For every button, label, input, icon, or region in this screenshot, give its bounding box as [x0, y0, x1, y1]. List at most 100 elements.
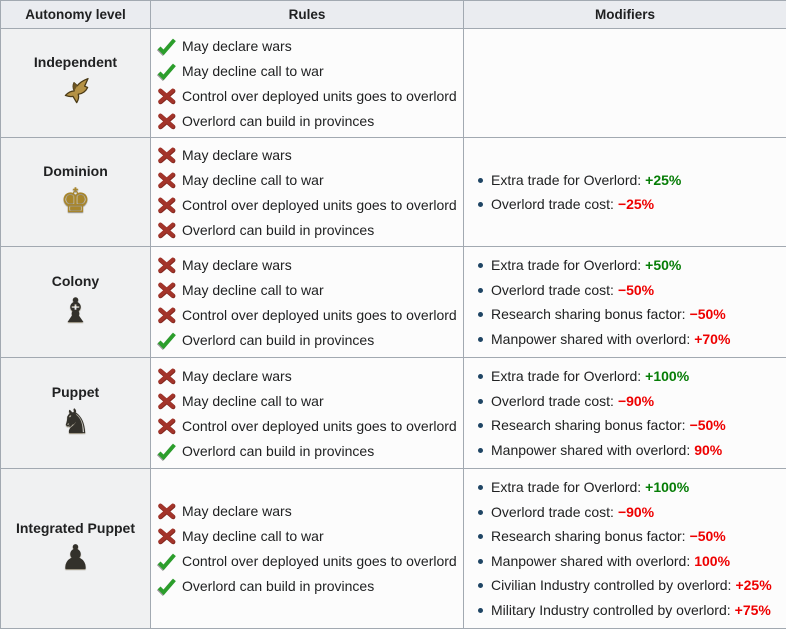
check-icon	[156, 330, 177, 350]
rule-text: May declare wars	[182, 503, 292, 519]
modifier-label: Extra trade for Overlord:	[491, 172, 641, 188]
modifier-item: Military Industry controlled by overlord…	[477, 598, 782, 623]
modifiers-cell: Extra trade for Overlord:+100% Overlord …	[464, 469, 786, 629]
modifiers-cell: Extra trade for Overlord:+100% Overlord …	[464, 358, 786, 469]
autonomy-level-name: Puppet	[52, 384, 99, 400]
rule-text: May decline call to war	[182, 528, 324, 544]
check-icon	[156, 441, 177, 461]
modifier-item: Overlord trade cost:−50%	[477, 278, 782, 303]
rule-text: May decline call to war	[182, 393, 324, 409]
modifier-label: Extra trade for Overlord:	[491, 479, 641, 495]
modifier-value: +70%	[694, 331, 730, 347]
cross-icon	[156, 366, 177, 386]
cross-icon	[156, 145, 177, 165]
table-row: Integrated Puppet ♟ May declare wars May…	[1, 469, 786, 629]
chess-bishop-icon: ♝	[60, 291, 90, 331]
cross-icon	[156, 170, 177, 190]
rule-text: Overlord can build in provinces	[182, 578, 374, 594]
rule-line: Control over deployed units goes to over…	[156, 549, 459, 574]
modifier-label: Overlord trade cost:	[491, 504, 614, 520]
modifier-value: +100%	[645, 479, 689, 495]
rule-line: May decline call to war	[156, 277, 459, 302]
modifier-item: Overlord trade cost:−90%	[477, 500, 782, 525]
cross-icon	[156, 391, 177, 411]
check-icon	[156, 551, 177, 571]
modifier-label: Manpower shared with overlord:	[491, 442, 690, 458]
check-icon	[156, 36, 177, 56]
column-header-autonomy-level: Autonomy level	[1, 1, 151, 29]
cross-icon	[156, 255, 177, 275]
modifier-item: Extra trade for Overlord:+100%	[477, 364, 782, 389]
modifier-value: −90%	[618, 393, 654, 409]
rule-text: May declare wars	[182, 38, 292, 54]
rule-line: May declare wars	[156, 499, 459, 524]
modifier-label: Overlord trade cost:	[491, 196, 614, 212]
rule-line: Overlord can build in provinces	[156, 574, 459, 599]
modifier-value: −50%	[618, 282, 654, 298]
rules-cell: May declare wars May decline call to war…	[151, 469, 464, 629]
rule-line: May declare wars	[156, 142, 459, 167]
cross-icon	[156, 220, 177, 240]
modifier-value: +50%	[645, 257, 681, 273]
cross-icon	[156, 501, 177, 521]
autonomy-level-cell: Colony ♝	[1, 247, 151, 358]
column-header-rules: Rules	[151, 1, 464, 29]
modifier-value: 90%	[694, 442, 722, 458]
rule-line: May decline call to war	[156, 58, 459, 83]
rule-text: May decline call to war	[182, 282, 324, 298]
modifier-label: Research sharing bonus factor:	[491, 528, 686, 544]
rule-text: May declare wars	[182, 257, 292, 273]
modifier-item: Manpower shared with overlord:100%	[477, 549, 782, 574]
autonomy-level-name: Colony	[52, 273, 99, 289]
modifier-label: Overlord trade cost:	[491, 393, 614, 409]
autonomy-level-cell: Independent	[1, 29, 151, 138]
rule-text: Control over deployed units goes to over…	[182, 197, 457, 213]
rule-line: May decline call to war	[156, 167, 459, 192]
rule-line: May decline call to war	[156, 388, 459, 413]
chess-pawn-icon: ♟	[60, 538, 90, 578]
modifier-value: +25%	[645, 172, 681, 188]
rule-text: Overlord can build in provinces	[182, 443, 374, 459]
modifier-value: +25%	[735, 577, 771, 593]
rule-line: May declare wars	[156, 33, 459, 58]
rule-line: Overlord can build in provinces	[156, 217, 459, 242]
modifier-item: Research sharing bonus factor:−50%	[477, 413, 782, 438]
autonomy-level-name: Dominion	[43, 163, 108, 179]
modifier-value: −50%	[690, 528, 726, 544]
modifier-item: Civilian Industry controlled by overlord…	[477, 573, 782, 598]
autonomy-level-cell: Puppet ♞	[1, 358, 151, 469]
cross-icon	[156, 526, 177, 546]
rule-text: Overlord can build in provinces	[182, 113, 374, 129]
table-header-row: Autonomy level Rules Modifiers	[1, 1, 786, 29]
modifier-list: Extra trade for Overlord:+100% Overlord …	[477, 364, 782, 462]
table-body: Independent May declare wars May decline…	[1, 29, 786, 629]
table-row: Puppet ♞ May declare wars May decline ca…	[1, 358, 786, 469]
rule-line: Control over deployed units goes to over…	[156, 192, 459, 217]
modifier-label: Civilian Industry controlled by overlord…	[491, 577, 731, 593]
rule-text: May decline call to war	[182, 63, 324, 79]
rule-text: Overlord can build in provinces	[182, 332, 374, 348]
rule-text: Overlord can build in provinces	[182, 222, 374, 238]
cross-icon	[156, 195, 177, 215]
modifier-label: Military Industry controlled by overlord…	[491, 602, 731, 618]
modifier-value: −25%	[618, 196, 654, 212]
autonomy-level-cell: Integrated Puppet ♟	[1, 469, 151, 629]
rule-line: May declare wars	[156, 363, 459, 388]
rule-text: Control over deployed units goes to over…	[182, 418, 457, 434]
rule-text: Control over deployed units goes to over…	[182, 553, 457, 569]
modifiers-cell: Extra trade for Overlord:+50% Overlord t…	[464, 247, 786, 358]
autonomy-level-cell: Dominion ♚	[1, 138, 151, 247]
rule-line: Control over deployed units goes to over…	[156, 83, 459, 108]
modifier-label: Research sharing bonus factor:	[491, 417, 686, 433]
modifier-value: −50%	[690, 417, 726, 433]
modifier-item: Overlord trade cost:−25%	[477, 192, 782, 217]
modifier-list: Extra trade for Overlord:+100% Overlord …	[477, 475, 782, 622]
autonomy-level-name: Integrated Puppet	[16, 520, 135, 536]
rule-line: Overlord can build in provinces	[156, 108, 459, 133]
modifier-value: +75%	[735, 602, 771, 618]
table-row: Colony ♝ May declare wars May decline ca…	[1, 247, 786, 358]
modifier-value: −50%	[690, 306, 726, 322]
autonomy-level-name: Independent	[34, 54, 117, 70]
modifier-list: Extra trade for Overlord:+50% Overlord t…	[477, 253, 782, 351]
